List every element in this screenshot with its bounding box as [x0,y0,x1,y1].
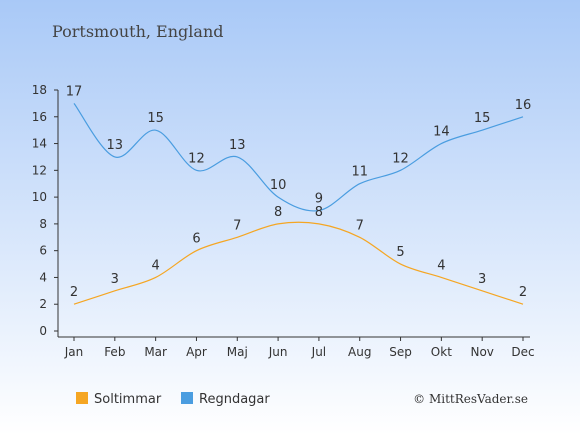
series-line-regndagar [73,103,524,212]
legend-swatch-soltimmar [76,392,88,404]
y-tick-label: 14 [32,137,47,151]
data-label-regndagar: 15 [474,111,491,126]
x-tick-label: Jun [268,345,288,359]
data-label-soltimmar: 3 [111,272,119,287]
x-tick-label: Mar [144,345,167,359]
y-tick-label: 4 [39,270,47,284]
x-tick-label: Aug [348,345,371,359]
data-label-regndagar: 12 [392,151,409,166]
x-tick-label: Sep [389,345,412,359]
y-tick-label: 2 [39,297,47,311]
data-label-soltimmar: 8 [315,205,323,220]
y-tick-label: 0 [39,324,47,338]
data-label-soltimmar: 3 [478,272,486,287]
y-tick-label: 12 [32,163,47,177]
data-label-regndagar: 10 [270,178,287,193]
x-tick-label: Apr [186,345,207,359]
data-label-regndagar: 9 [315,192,323,207]
axes [54,89,530,341]
x-tick-labels: Jan Feb Mar Apr Maj Jun Jul Aug Sep Okt Nov Dec [64,345,535,359]
data-label-soltimmar: 8 [274,205,282,220]
data-label-soltimmar: 7 [356,218,364,233]
data-label-soltimmar: 4 [437,258,445,273]
x-tick-label: Jul [311,345,326,359]
x-tick-label: Maj [227,345,248,359]
watermark: © MittResVader.se [413,392,528,406]
data-label-regndagar: 17 [66,84,83,99]
y-tick-label: 18 [32,83,47,97]
x-tick-label: Jan [64,345,84,359]
y-tick-label: 8 [39,217,47,231]
y-tick-label: 16 [32,110,47,124]
legend-label-regndagar: Regndagar [199,392,270,407]
x-tick-label: Dec [511,345,534,359]
y-tick-labels: 0 2 4 6 8 10 12 14 16 18 [32,83,47,338]
data-label-soltimmar: 7 [233,218,241,233]
data-label-soltimmar: 2 [519,285,527,300]
data-label-soltimmar: 4 [151,258,159,273]
y-tick-label: 6 [39,244,47,258]
data-label-regndagar: 14 [433,125,450,140]
y-tick-label: 10 [32,190,47,204]
data-label-soltimmar: 5 [396,245,404,260]
data-label-soltimmar: 2 [70,285,78,300]
data-label-regndagar: 16 [515,98,532,113]
data-label-regndagar: 13 [107,138,124,153]
data-label-regndagar: 15 [147,111,164,126]
legend: Soltimmar Regndagar [76,392,270,407]
series-lines [73,103,524,305]
legend-swatch-regndagar [181,392,193,404]
x-tick-label: Okt [431,345,452,359]
series-line-soltimmar [73,221,524,305]
x-tick-label: Nov [470,345,493,359]
x-tick-label: Feb [104,345,125,359]
chart-title: Portsmouth, England [52,22,223,41]
data-label-regndagar: 11 [351,165,368,180]
data-label-regndagar: 12 [188,151,205,166]
legend-label-soltimmar: Soltimmar [94,392,162,407]
data-label-regndagar: 13 [229,138,246,153]
data-labels: 2 3 4 6 7 8 8 7 5 4 3 2 17 13 15 12 13 10 9 11 12 14 15 16 [66,84,532,300]
data-label-soltimmar: 6 [192,232,200,247]
